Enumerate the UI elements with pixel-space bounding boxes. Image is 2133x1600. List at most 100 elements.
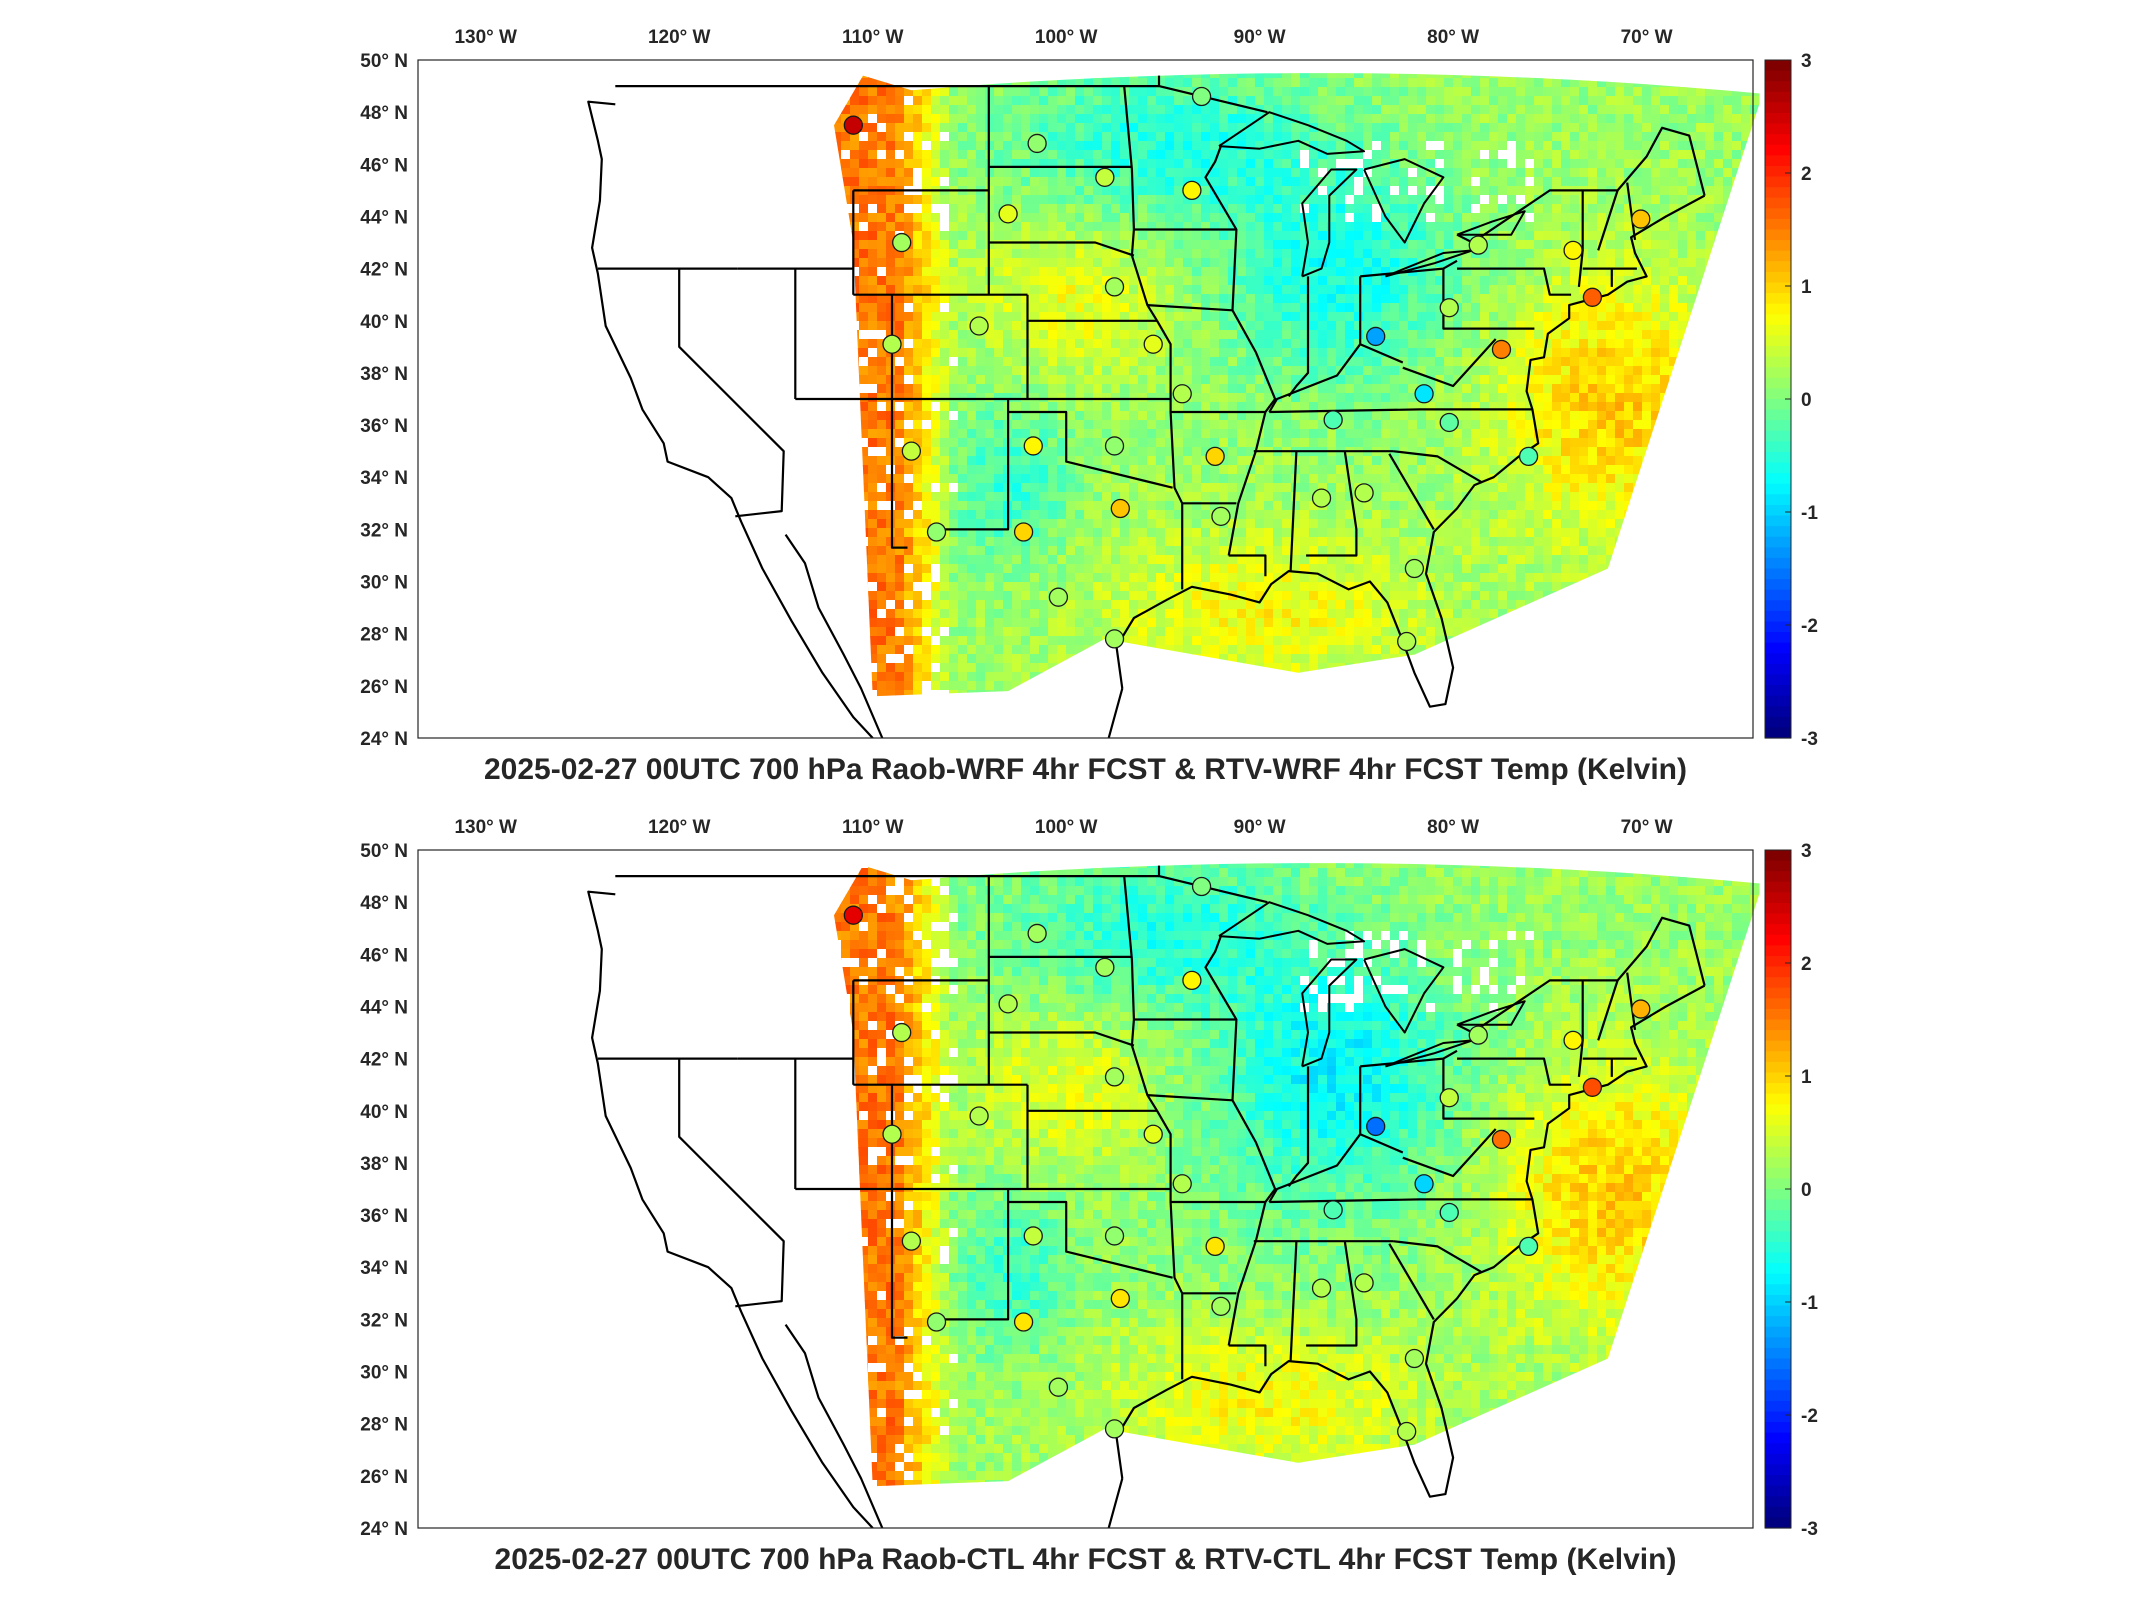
raob-station-marker xyxy=(1631,999,1651,1019)
raob-station-marker xyxy=(901,1231,922,1251)
map-panel-top: 130° W 120° W 110° W 100° W 90° W 80° W 70° W 5… xyxy=(360,27,1818,786)
lat-tick-label: 40° N xyxy=(360,312,408,333)
raob-station-marker xyxy=(1563,240,1583,261)
lat-tick-label: 28° N xyxy=(360,1415,408,1436)
lon-tick-label: 70° W xyxy=(1621,817,1673,838)
raob-station-marker xyxy=(1013,522,1034,542)
raob-station-marker xyxy=(1582,1077,1603,1097)
raob-station-marker xyxy=(1414,384,1434,404)
lat-tick-label: 32° N xyxy=(360,1310,408,1331)
raob-station-marker xyxy=(1143,334,1163,354)
raob-station-marker xyxy=(969,1106,989,1126)
raob-station-marker xyxy=(843,905,863,925)
lat-tick-label: 40° N xyxy=(360,1102,408,1123)
raob-station-marker xyxy=(1027,923,1047,944)
raob-station-marker xyxy=(882,334,902,354)
raob-station-marker xyxy=(1354,1273,1374,1293)
colorbar-tick-label: -3 xyxy=(1801,729,1818,750)
panel-top: 130° W 120° W 110° W 100° W 90° W 80° W 70° W 5… xyxy=(360,27,1818,786)
raob-station-marker xyxy=(1366,1116,1386,1137)
raob-station-marker xyxy=(1439,1202,1459,1223)
lat-tick-label: 48° N xyxy=(360,893,408,914)
raob-stations xyxy=(843,876,1651,1442)
lat-tick-label: 36° N xyxy=(360,416,408,437)
raob-station-marker xyxy=(892,232,912,253)
lat-tick-label: 34° N xyxy=(360,1258,408,1279)
lon-tick-label: 90° W xyxy=(1234,27,1286,48)
raob-station-marker xyxy=(1027,133,1047,154)
raob-station-marker xyxy=(1191,86,1212,107)
raob-station-marker xyxy=(1023,436,1043,456)
raob-station-marker xyxy=(1104,436,1125,456)
lat-tick-label: 26° N xyxy=(360,1467,408,1488)
raob-station-marker xyxy=(1366,326,1386,347)
raob-station-marker xyxy=(1563,1030,1583,1051)
lon-tick-label: 100° W xyxy=(1035,27,1098,48)
raob-station-marker xyxy=(1110,498,1130,519)
raob-station-marker xyxy=(1048,1377,1069,1397)
lat-tick-label: 36° N xyxy=(360,1206,408,1227)
raob-station-marker xyxy=(926,1312,947,1332)
raob-station-marker xyxy=(1491,1129,1512,1150)
lat-tick-label: 44° N xyxy=(360,997,408,1018)
raob-station-marker xyxy=(1404,558,1425,579)
raob-station-marker xyxy=(1439,1088,1459,1108)
lat-tick-label: 46° N xyxy=(360,945,408,966)
raob-station-marker xyxy=(1104,1067,1125,1087)
raob-station-marker xyxy=(1518,1236,1539,1257)
raob-station-marker xyxy=(1582,287,1603,307)
lat-tick-label: 42° N xyxy=(360,1050,408,1071)
colorbar-tick-label: 3 xyxy=(1801,841,1812,862)
raob-station-marker xyxy=(882,1124,902,1144)
lon-tick-label: 80° W xyxy=(1427,817,1479,838)
panel-title: 2025-02-27 00UTC 700 hPa Raob-WRF 4hr FC… xyxy=(484,753,1687,786)
political-boundaries xyxy=(587,75,1706,738)
raob-station-marker xyxy=(969,316,989,336)
raob-station-marker xyxy=(1182,970,1202,991)
raob-station-marker xyxy=(1439,412,1459,433)
raob-station-marker xyxy=(1323,410,1343,430)
colorbar-tick-label: 2 xyxy=(1801,164,1812,185)
colorbar-tick-label: 3 xyxy=(1801,51,1812,72)
raob-station-marker xyxy=(1518,446,1539,467)
colorbar-tick-label: -2 xyxy=(1801,616,1818,637)
lon-tick-label: 130° W xyxy=(454,817,517,838)
raob-station-marker xyxy=(1491,339,1512,360)
lat-tick-label: 26° N xyxy=(360,677,408,698)
lat-tick-label: 32° N xyxy=(360,520,408,541)
raob-station-marker xyxy=(1013,1312,1034,1332)
colorbar-tick-label: 0 xyxy=(1801,390,1812,411)
raob-station-marker xyxy=(1172,384,1192,404)
raob-station-marker xyxy=(843,115,863,135)
raob-station-marker xyxy=(926,522,947,542)
colorbar: 3 2 1 0 -1 -2 -3 xyxy=(1764,51,1818,750)
raob-station-marker xyxy=(1104,277,1125,297)
raob-station-marker xyxy=(1211,1296,1231,1316)
raob-station-marker xyxy=(1211,506,1231,526)
panel-title: 2025-02-27 00UTC 700 hPa Raob-CTL 4hr FC… xyxy=(495,1543,1677,1576)
colorbar-tick-label: 1 xyxy=(1801,277,1812,298)
raob-station-marker xyxy=(1191,876,1212,897)
raob-station-marker xyxy=(892,1022,912,1043)
lon-tick-label: 110° W xyxy=(842,27,904,48)
raob-station-marker xyxy=(1110,1288,1130,1309)
raob-station-marker xyxy=(1414,1174,1434,1194)
lat-tick-label: 30° N xyxy=(360,573,408,594)
panel-bottom: 130° W 120° W 110° W 100° W 90° W 80° W 70° W 5… xyxy=(0,790,2133,1590)
axes-frame xyxy=(417,59,1754,739)
raob-station-marker xyxy=(998,994,1018,1014)
lon-tick-label: 110° W xyxy=(842,817,904,838)
map-panel-bottom: 130° W 120° W 110° W 100° W 90° W 80° W 70° W 5… xyxy=(360,817,1818,1576)
raob-station-marker xyxy=(1205,1236,1225,1257)
raob-station-marker xyxy=(1182,180,1202,201)
colorbar-tick-label: -2 xyxy=(1801,1406,1818,1427)
raob-station-marker xyxy=(1095,167,1115,187)
lat-tick-label: 38° N xyxy=(360,1154,408,1175)
retrieval-field xyxy=(834,863,1760,1487)
raob-station-marker xyxy=(1172,1174,1192,1194)
raob-station-marker xyxy=(1311,1278,1332,1298)
lat-tick-label: 24° N xyxy=(360,729,408,750)
raob-station-marker xyxy=(1205,446,1225,467)
lat-tick-label: 50° N xyxy=(360,841,408,862)
lat-tick-label: 48° N xyxy=(360,103,408,124)
